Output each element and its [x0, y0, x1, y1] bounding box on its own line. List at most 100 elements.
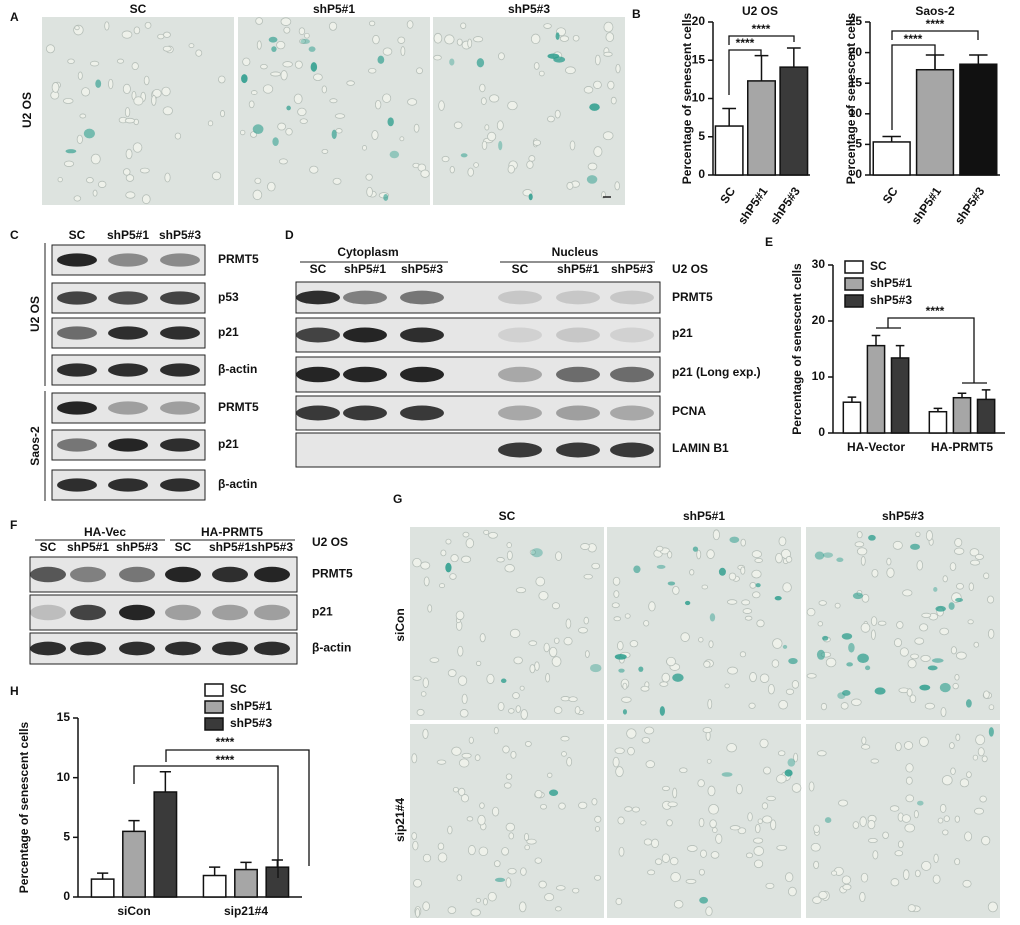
- bar: [747, 80, 776, 176]
- stain: [788, 657, 798, 665]
- cell: [621, 696, 632, 703]
- cell: [860, 872, 869, 883]
- cell: [772, 638, 783, 649]
- cell: [707, 698, 713, 710]
- band: [400, 290, 444, 305]
- stain: [618, 668, 625, 673]
- cell: [437, 852, 448, 863]
- cell: [77, 71, 83, 80]
- cell: [666, 819, 673, 827]
- cell: [728, 572, 737, 581]
- band: [119, 641, 155, 656]
- cell: [624, 613, 631, 619]
- legend-label: shP5#1: [870, 276, 912, 290]
- cell: [468, 736, 474, 744]
- cell: [806, 673, 817, 679]
- cell: [533, 62, 540, 70]
- cell: [617, 816, 625, 825]
- cell: [507, 867, 517, 875]
- micrograph: [410, 527, 604, 720]
- stain: [848, 642, 855, 653]
- cell: [970, 559, 981, 566]
- error-bar: [209, 866, 221, 876]
- cell: [248, 100, 255, 109]
- cell: [977, 747, 985, 757]
- cell: [449, 573, 457, 580]
- cell: [942, 829, 949, 836]
- cell: [583, 616, 589, 625]
- cell: [502, 745, 510, 754]
- error-bar: [240, 861, 252, 870]
- cell: [297, 107, 307, 117]
- cell: [739, 651, 747, 658]
- cell: [335, 128, 343, 134]
- cell: [321, 148, 329, 154]
- cell: [508, 708, 515, 714]
- cell: [399, 136, 405, 142]
- stain: [383, 194, 389, 201]
- cell: [806, 607, 816, 617]
- cell: [578, 801, 588, 810]
- cell: [73, 195, 82, 202]
- band: [343, 327, 387, 343]
- stain: [857, 653, 869, 663]
- cell: [785, 872, 794, 883]
- cell: [254, 177, 262, 185]
- cell: [512, 692, 520, 700]
- lane-label: SC: [310, 262, 327, 276]
- cell: [280, 17, 292, 26]
- group-label: HA-Vec: [84, 525, 126, 539]
- cell: [188, 43, 195, 48]
- y-tick-label: 20: [812, 313, 826, 327]
- cell: [765, 882, 775, 889]
- cell-line: U2 OS: [312, 535, 348, 549]
- cell: [122, 168, 131, 176]
- stain: [822, 552, 834, 558]
- stain: [494, 877, 506, 883]
- cell: [534, 790, 543, 799]
- error-bar: [969, 54, 988, 65]
- cell: [505, 822, 515, 832]
- stain: [445, 562, 452, 573]
- y-tick-label: 5: [63, 830, 70, 844]
- cell: [480, 97, 487, 105]
- cell: [987, 595, 995, 604]
- cell: [560, 735, 570, 742]
- cell: [968, 582, 974, 591]
- cell: [870, 616, 878, 626]
- cell: [151, 95, 157, 106]
- error-bar: [933, 407, 943, 412]
- cell: [940, 707, 947, 717]
- cell: [519, 685, 525, 691]
- cell: [538, 70, 545, 77]
- error-bar: [97, 872, 109, 880]
- cell: [983, 572, 990, 580]
- stain: [919, 684, 931, 691]
- cell: [613, 616, 622, 622]
- y-tick-label: 15: [692, 52, 706, 66]
- cell: [808, 781, 815, 792]
- band: [556, 405, 600, 421]
- cell: [473, 162, 479, 168]
- cell: [461, 693, 468, 705]
- significance-bracket: [891, 30, 979, 40]
- cell: [574, 706, 581, 715]
- panel-letter: A: [10, 10, 19, 24]
- legend-label: shP5#3: [870, 293, 912, 307]
- cell: [615, 897, 623, 906]
- cell: [493, 860, 501, 868]
- cell: [689, 569, 695, 576]
- cell: [441, 155, 450, 163]
- cell: [662, 785, 670, 792]
- stain: [300, 38, 310, 44]
- column-label: shP5#3: [508, 2, 550, 16]
- cell: [506, 542, 512, 549]
- cell: [447, 669, 457, 677]
- band: [160, 401, 200, 415]
- cell: [479, 83, 486, 93]
- cell: [298, 27, 306, 36]
- cell: [429, 657, 440, 663]
- cell: [679, 767, 688, 774]
- bar: [959, 63, 998, 176]
- cell: [411, 753, 418, 764]
